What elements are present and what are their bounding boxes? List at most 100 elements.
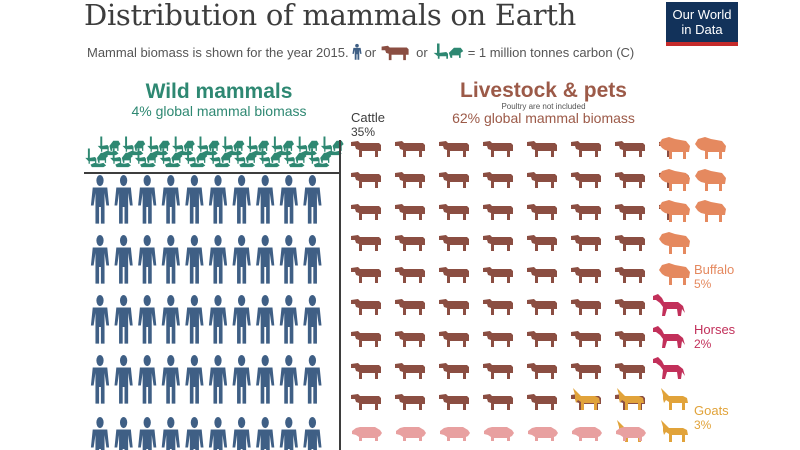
livestock-subheading: 62% global mammal biomass: [452, 110, 635, 126]
human-icon: [303, 235, 322, 284]
cattle-label-name: Cattle: [351, 110, 385, 125]
cattle-icon: [351, 331, 381, 347]
pig-icon: [396, 427, 426, 441]
human-icon: [185, 295, 204, 344]
cattle-icon: [615, 235, 645, 251]
cattle-icon: [439, 204, 469, 220]
horses-label-pct: 2%: [694, 337, 712, 351]
cattle-icon: [439, 172, 469, 188]
chart-title: Distribution of mammals on Earth: [84, 0, 576, 32]
wild-mammal-icon: [296, 136, 319, 156]
buffalo-icon: [695, 137, 726, 159]
cattle-icon: [615, 172, 645, 188]
wild-mammal-icon: [196, 136, 220, 156]
cattle-icon: [351, 204, 381, 220]
human-icon: [279, 175, 298, 224]
human-icon: [90, 235, 110, 284]
human-icon: [256, 235, 275, 284]
human-icon: [279, 235, 298, 284]
wild-mammal-icon: [246, 136, 270, 156]
human-icon: [303, 175, 322, 224]
cattle-icon: [571, 141, 601, 157]
wild-mammals-subheading: 4% global mammal biomass: [131, 103, 307, 119]
cattle-icon: [483, 394, 513, 410]
human-icon: [256, 355, 275, 404]
subtitle-or-1: or: [364, 44, 377, 60]
cattle-icon: [615, 204, 645, 220]
human-icon: [90, 417, 110, 450]
cattle-icon: [483, 235, 513, 251]
human-icon: [232, 175, 251, 224]
human-icon: [161, 175, 180, 224]
cattle-label: Cattle 35%: [351, 110, 385, 140]
subtitle-text: Mammal biomass is shown for the year 201…: [87, 44, 349, 60]
cattle-icon: [351, 141, 381, 157]
human-icon: [303, 417, 322, 450]
wild-mammal-icon: [122, 136, 146, 156]
human-icon: [208, 417, 228, 450]
human-icon: [185, 235, 204, 284]
buffalo-icon: [659, 200, 690, 222]
wild-mammal-icon: [271, 136, 295, 156]
human-icon: [208, 175, 228, 224]
cattle-icon: [439, 363, 469, 379]
goat-icon: [661, 388, 688, 410]
wild-mammal-icon: [159, 148, 183, 168]
human-icon: [138, 235, 157, 284]
human-icon: [256, 417, 275, 450]
logo-line-2: in Data: [681, 22, 723, 37]
buffalo-icon: [695, 200, 726, 222]
livestock-note: Poultry are not included: [501, 102, 586, 111]
cattle-icon: [351, 363, 381, 379]
cattle-icon: [439, 299, 469, 315]
human-icon: [232, 235, 251, 284]
human-icon: [303, 295, 322, 344]
human-icon: [114, 417, 133, 450]
cow-legend-icon: [379, 43, 413, 61]
human-icon: [185, 355, 204, 404]
cattle-icon: [483, 172, 513, 188]
cattle-icon: [395, 141, 425, 157]
wild-mammal-icon: [308, 148, 332, 168]
pig-icon: [440, 427, 470, 441]
wild-mammal-icon: [283, 148, 307, 168]
chart-subtitle: Mammal biomass is shown for the year 201…: [84, 42, 637, 62]
human-icon: [303, 355, 322, 404]
cattle-icon: [615, 299, 645, 315]
logo-line-1: Our World: [672, 7, 732, 22]
cattle-icon: [483, 363, 513, 379]
cattle-icon: [483, 141, 513, 157]
wild-animals-legend-icon: [431, 41, 465, 63]
cattle-icon: [527, 394, 557, 410]
cattle-icon: [571, 204, 601, 220]
human-icon: [232, 295, 251, 344]
human-icon: [185, 175, 204, 224]
cattle-icon: [439, 235, 469, 251]
buffalo-label-pct: 5%: [694, 277, 712, 291]
wild-mammal-icon: [147, 136, 171, 156]
cattle-icon: [395, 394, 425, 410]
buffalo-icon: [659, 232, 690, 254]
cattle-icon: [615, 267, 645, 283]
cattle-icon: [527, 235, 557, 251]
human-icon: [185, 417, 204, 450]
human-icon: [90, 175, 110, 224]
cattle-icon: [615, 141, 645, 157]
section-divider-horizontal: [84, 172, 340, 174]
wild-mammal-icon: [134, 148, 158, 168]
cattle-icon: [527, 172, 557, 188]
wild-mammal-icon: [110, 148, 133, 168]
owid-logo[interactable]: Our World in Data: [666, 2, 738, 46]
cattle-icon: [483, 267, 513, 283]
goat-icon: [617, 388, 644, 410]
wild-mammal-icon: [234, 148, 257, 168]
cattle-icon: [395, 235, 425, 251]
human-icon: [208, 235, 228, 284]
cattle-icon: [395, 299, 425, 315]
human-legend-icon: [352, 43, 362, 61]
wild-mammal-icon: [221, 136, 245, 156]
cattle-icon: [395, 267, 425, 283]
cattle-icon: [483, 204, 513, 220]
pig-icon: [484, 427, 514, 441]
